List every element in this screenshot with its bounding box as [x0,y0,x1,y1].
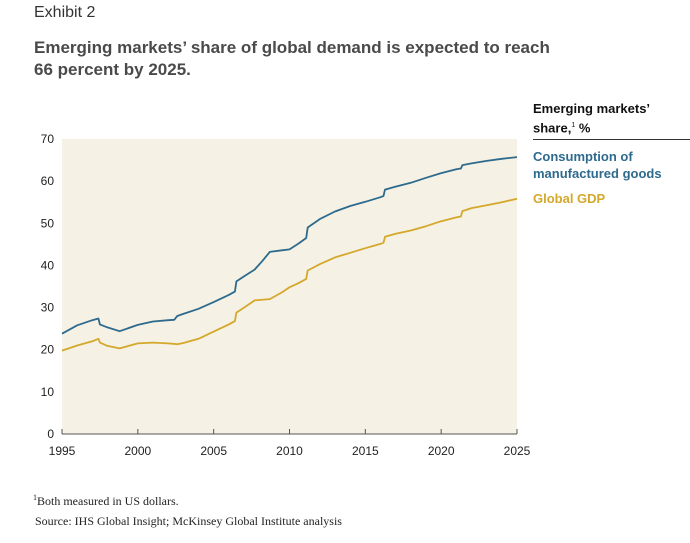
x-tick-label-1995: 1995 [49,444,76,458]
x-tick-label-2015: 2015 [352,444,379,458]
y-tick-label-30: 30 [41,301,55,315]
x-tick-label-2005: 2005 [200,444,227,458]
series-line-global-gdp [61,197,518,352]
x-tick-label-2025: 2025 [504,444,531,458]
legend-title: Emerging markets’ share,1 % [533,100,690,141]
legend: Emerging markets’ share,1 % Consumption … [533,100,690,207]
source-note: Source: IHS Global Insight; McKinsey Glo… [35,514,342,528]
footnote-text: Both measured in US dollars. [37,494,179,508]
legend-title-footnote-marker: 1 [571,122,576,129]
series-lines [61,156,518,352]
y-tick-label-60: 60 [41,174,55,188]
legend-title-text: Emerging markets’ share, [533,101,650,136]
x-axis: 1995 2000 2005 2010 2015 2020 2025 [49,429,531,458]
legend-entry-gdp: Global GDP [533,191,606,207]
footnote-marker: 1 [33,493,37,502]
y-tick-label-20: 20 [41,343,55,357]
y-tick-labels: 0 10 20 30 40 50 60 70 [41,132,55,441]
exhibit-label: Exhibit 2 [34,4,96,21]
footnote: 1Both measured in US dollars. [33,493,179,509]
chart-title: Emerging markets’ share of global demand… [34,38,550,79]
x-tick-label-2010: 2010 [276,444,303,458]
y-tick-label-10: 10 [41,385,55,399]
y-tick-label-40: 40 [41,258,55,272]
x-tick-label-2020: 2020 [428,444,455,458]
legend-title-unit: % [578,120,591,136]
y-tick-label-70: 70 [41,132,55,146]
series-line-consumption [61,156,518,335]
x-tick-label-2000: 2000 [124,444,151,458]
legend-entry-consumption: Consumption of manufactured goods [533,149,662,182]
y-tick-label-0: 0 [47,427,54,441]
y-tick-label-50: 50 [41,216,55,230]
